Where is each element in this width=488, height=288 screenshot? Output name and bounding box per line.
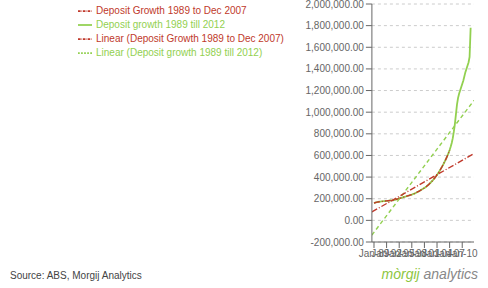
html-text:Deposit growth 1989 till 2012: Deposit growth 1989 till 2012: [96, 18, 225, 30]
html-text:Source: ABS, Morgij Analytics: Source: ABS, Morgij Analytics: [10, 270, 142, 281]
svg-text:Jan-10: Jan-10: [447, 248, 478, 259]
html-text:Linear (Deposit growth 1989 ti: Linear (Deposit growth 1989 till 2012): [96, 46, 263, 58]
svg-text:800,000.00: 800,000.00: [314, 128, 364, 139]
svg-text:400,000.00: 400,000.00: [314, 172, 364, 183]
svg-text:1,200,000.00: 1,200,000.00: [306, 85, 365, 96]
svg-text:-200,000.00: -200,000.00: [311, 237, 365, 248]
svg-text:1,600,000.00: 1,600,000.00: [306, 42, 365, 53]
svg-text:2,000,000.00: 2,000,000.00: [306, 0, 365, 10]
svg-text:1,400,000.00: 1,400,000.00: [306, 63, 365, 74]
html-text:Deposit Growth 1989 to Dec 200: Deposit Growth 1989 to Dec 2007: [96, 4, 247, 16]
svg-text:1,800,000.00: 1,800,000.00: [306, 20, 365, 31]
svg-text:1,000,000.00: 1,000,000.00: [306, 107, 365, 118]
svg-text:600,000.00: 600,000.00: [314, 150, 364, 161]
html-text:mòrgij analytics: mòrgij analytics: [381, 266, 478, 282]
svg-text:0.00: 0.00: [344, 215, 364, 226]
html-text:Linear (Deposit Growth 1989 to: Linear (Deposit Growth 1989 to Dec 2007): [96, 32, 284, 44]
svg-text:200,000.00: 200,000.00: [314, 193, 364, 204]
